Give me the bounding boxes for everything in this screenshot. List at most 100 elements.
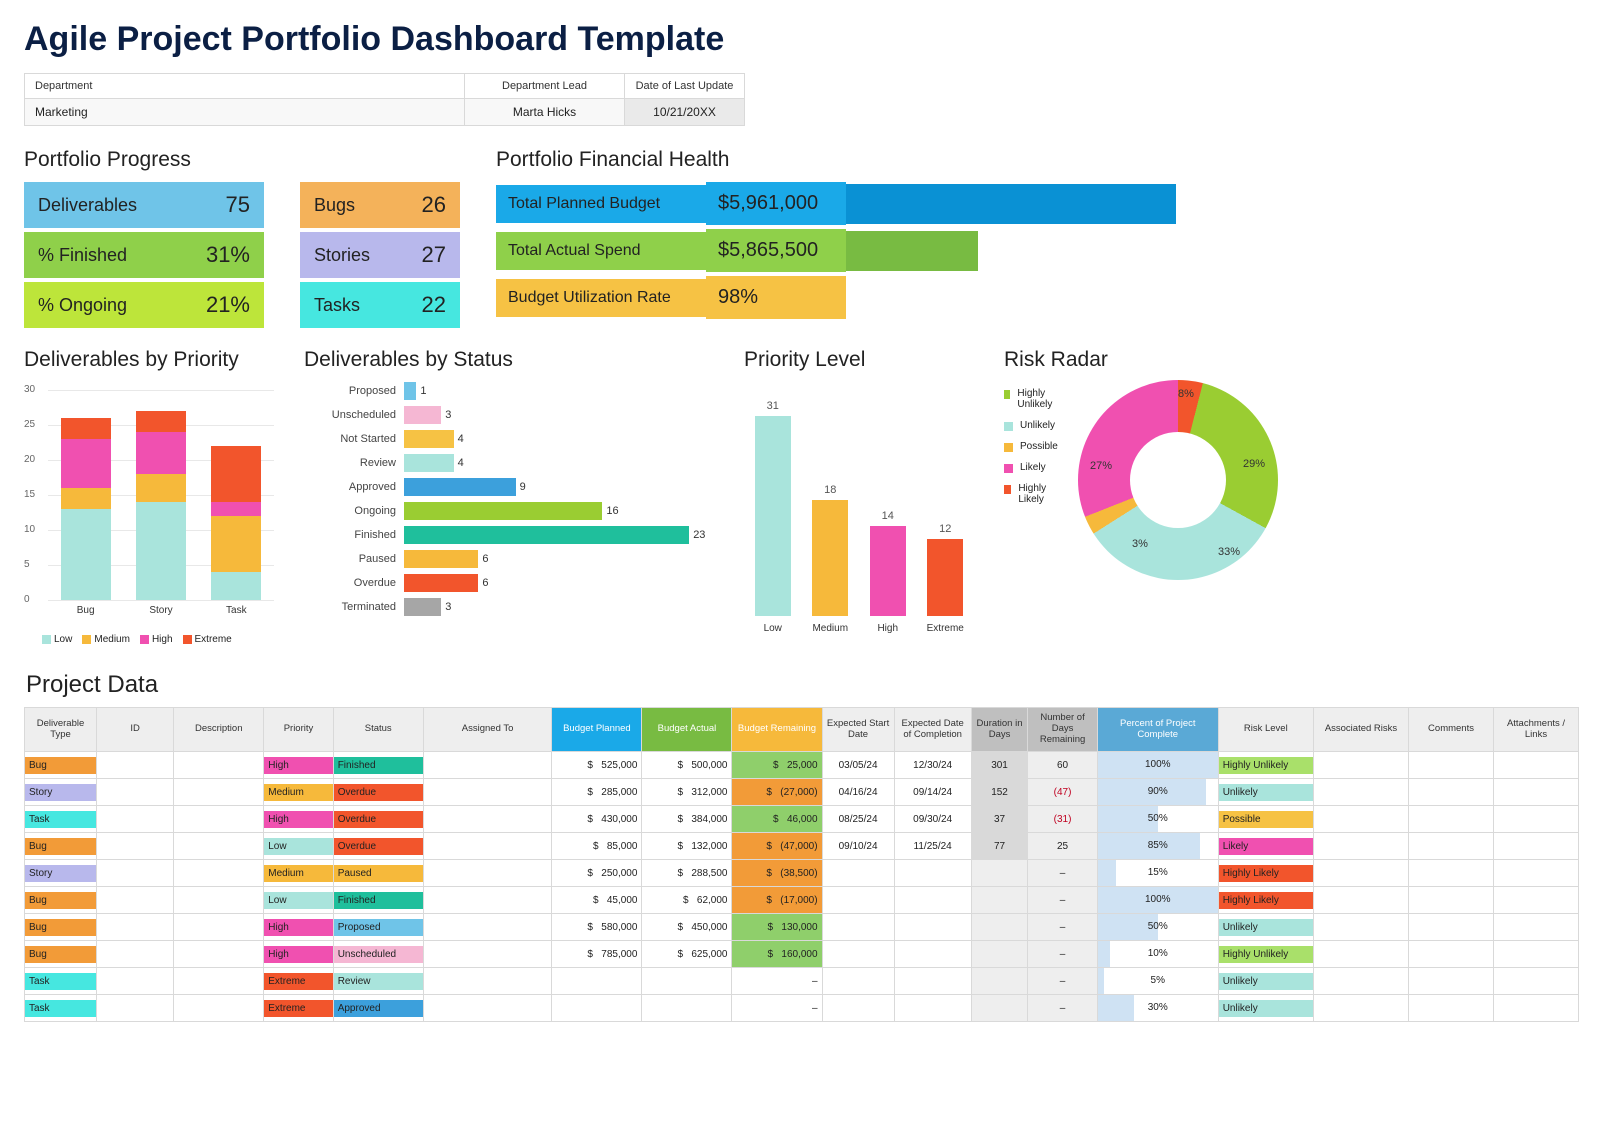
status-row-approved: Approved9: [304, 476, 714, 498]
status-value: 3: [441, 406, 451, 424]
status-label: Not Started: [304, 433, 404, 445]
status-label: Terminated: [304, 601, 404, 613]
kpi-label: Tasks: [314, 295, 360, 316]
status-label: Proposed: [304, 385, 404, 397]
status-value: 16: [602, 502, 618, 520]
table-row[interactable]: StoryMediumPaused$ 250,000$ 288,500$ (38…: [25, 860, 1579, 887]
fh-bar: [846, 231, 978, 271]
table-row[interactable]: TaskHighOverdue$ 430,000$ 384,000$ 46,00…: [25, 806, 1579, 833]
fh-bar-track: [846, 231, 1176, 271]
table-row[interactable]: BugLowFinished$ 45,000$ 62,000$ (17,000)…: [25, 887, 1579, 914]
stacked-bar-bug: [61, 418, 111, 600]
meta-header-date: Date of Last Update: [625, 74, 745, 99]
status-row-finished: Finished23: [304, 524, 714, 546]
stacked-seg-medium: [136, 474, 186, 502]
status-value: 6: [478, 550, 488, 568]
table-row[interactable]: TaskExtremeApproved––30%Unlikely: [25, 995, 1579, 1022]
meta-dept[interactable]: Marketing: [25, 99, 465, 126]
priority-cat-label: Low: [748, 623, 798, 634]
priority-bar-medium: 18: [812, 500, 848, 616]
stacked-title: Deliverables by Priority: [24, 348, 274, 372]
stacked-seg-low: [61, 509, 111, 600]
stacked-seg-high: [211, 502, 261, 516]
status-bar-chart: Proposed1Unscheduled3Not Started4Review4…: [304, 380, 714, 618]
status-row-not-started: Not Started 4: [304, 428, 714, 450]
col-header[interactable]: Description: [174, 708, 264, 752]
status-bar: [404, 478, 516, 496]
priority-value: 31: [755, 400, 791, 412]
risk-title: Risk Radar: [1004, 348, 1278, 372]
status-label: Finished: [304, 529, 404, 541]
col-header[interactable]: Budget Actual: [642, 708, 732, 752]
col-header[interactable]: Number of Days Remaining: [1028, 708, 1097, 752]
meta-header-dept: Department: [25, 74, 465, 99]
risk-legend: Highly UnlikelyUnlikelyPossibleLikelyHig…: [1004, 388, 1064, 505]
y-axis-tick: 30: [24, 384, 35, 395]
col-header[interactable]: Comments: [1409, 708, 1494, 752]
fh-row: Total Actual Spend$5,865,500: [496, 229, 1176, 272]
col-header[interactable]: Status: [333, 708, 423, 752]
col-header[interactable]: Expected Date of Completion: [894, 708, 971, 752]
donut-pct-label: 27%: [1090, 460, 1112, 472]
kpi-bugs: Bugs26: [300, 182, 460, 228]
status-label: Paused: [304, 553, 404, 565]
kpi-label: Deliverables: [38, 195, 137, 216]
meta-table: Department Department Lead Date of Last …: [24, 73, 745, 126]
kpi-stories: Stories27: [300, 232, 460, 278]
col-header[interactable]: Budget Planned: [552, 708, 642, 752]
fh-value: 98%: [706, 276, 846, 319]
kpi--finished: % Finished31%: [24, 232, 264, 278]
stacked-seg-extreme: [61, 418, 111, 439]
fh-bar-track: [846, 278, 1176, 318]
status-value: 3: [441, 598, 451, 616]
kpi-label: Stories: [314, 245, 370, 266]
kpi-deliverables: Deliverables 75: [24, 182, 264, 228]
table-row[interactable]: BugHighUnscheduled$ 785,000$ 625,000$ 16…: [25, 941, 1579, 968]
col-header[interactable]: ID: [97, 708, 174, 752]
col-header[interactable]: Priority: [264, 708, 333, 752]
risk-legend-item: Unlikely: [1004, 420, 1064, 431]
financial-title: Portfolio Financial Health: [496, 148, 1176, 172]
col-header[interactable]: Attachments / Links: [1493, 708, 1578, 752]
status-row-overdue: Overdue6: [304, 572, 714, 594]
col-header[interactable]: Expected Start Date: [822, 708, 894, 752]
legend-item: Medium: [82, 634, 130, 645]
priority-cat-label: Extreme: [920, 623, 970, 634]
meta-date[interactable]: 10/21/20XX: [625, 99, 745, 126]
meta-lead[interactable]: Marta Hicks: [465, 99, 625, 126]
col-header[interactable]: Risk Level: [1218, 708, 1313, 752]
donut-pct-label: 3%: [1132, 538, 1148, 550]
status-value: 4: [454, 430, 464, 448]
deliverables-by-status: Deliverables by Status Proposed1Unschedu…: [304, 348, 714, 620]
col-header[interactable]: Duration in Days: [971, 708, 1028, 752]
col-header[interactable]: Assigned To: [423, 708, 552, 752]
risk-donut-chart: 29%33%3%27%8%: [1078, 380, 1278, 580]
col-header[interactable]: Percent of Project Complete: [1097, 708, 1218, 752]
table-row[interactable]: StoryMediumOverdue$ 285,000$ 312,000$ (2…: [25, 779, 1579, 806]
table-row[interactable]: BugHighFinished$ 525,000$ 500,000$ 25,00…: [25, 752, 1579, 779]
kpi-value: 75: [226, 192, 250, 218]
project-data-table: Deliverable TypeIDDescriptionPrioritySta…: [24, 707, 1579, 1022]
status-label: Unscheduled: [304, 409, 404, 421]
col-header[interactable]: Budget Remaining: [732, 708, 822, 752]
kpi-label: Bugs: [314, 195, 355, 216]
stacked-bar-task: [211, 446, 261, 600]
x-axis-label: Bug: [56, 605, 116, 616]
col-header[interactable]: Deliverable Type: [25, 708, 97, 752]
stacked-seg-extreme: [211, 446, 261, 502]
table-row[interactable]: BugLowOverdue$ 85,000$ 132,000$ (47,000)…: [25, 833, 1579, 860]
table-row[interactable]: TaskExtremeReview––5%Unlikely: [25, 968, 1579, 995]
risk-legend-item: Highly Likely: [1004, 483, 1064, 505]
deliverables-by-priority: Deliverables by Priority 051015202530Bug…: [24, 348, 274, 645]
kpi-value: 22: [422, 292, 446, 318]
status-label: Approved: [304, 481, 404, 493]
kpi-right-col: Bugs26Stories27 Tasks 22: [300, 182, 460, 328]
status-bar: [404, 502, 602, 520]
col-header[interactable]: Associated Risks: [1313, 708, 1408, 752]
y-axis-tick: 5: [24, 559, 30, 570]
status-label: Review: [304, 457, 404, 469]
y-axis-tick: 10: [24, 524, 35, 535]
y-axis-tick: 25: [24, 419, 35, 430]
stacked-seg-medium: [211, 516, 261, 572]
table-row[interactable]: BugHighProposed$ 580,000$ 450,000$ 130,0…: [25, 914, 1579, 941]
